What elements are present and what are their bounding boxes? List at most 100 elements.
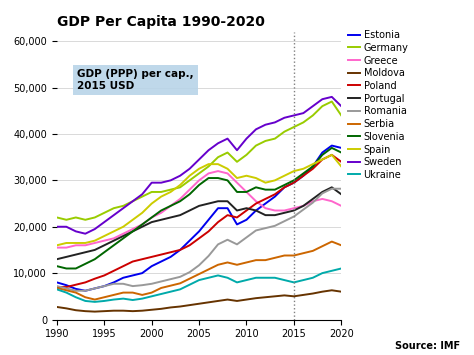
Ukraine bbox=[73, 295, 79, 299]
Poland bbox=[319, 157, 325, 162]
Spain bbox=[111, 229, 117, 234]
Romania bbox=[149, 282, 155, 286]
Sweden bbox=[319, 97, 325, 101]
Romania bbox=[73, 289, 79, 293]
Portugal bbox=[92, 248, 98, 252]
Poland bbox=[291, 181, 297, 185]
Slovenia bbox=[301, 171, 306, 175]
Moldova bbox=[338, 290, 344, 294]
Greece bbox=[101, 239, 107, 243]
Spain bbox=[253, 176, 259, 180]
Poland bbox=[54, 285, 60, 289]
Greece bbox=[168, 204, 173, 208]
Sweden bbox=[120, 206, 126, 210]
Sweden bbox=[177, 174, 183, 178]
Sweden bbox=[253, 127, 259, 131]
Estonia bbox=[215, 206, 221, 210]
Portugal bbox=[319, 190, 325, 194]
Spain bbox=[149, 201, 155, 206]
Poland bbox=[101, 273, 107, 278]
Romania bbox=[272, 224, 278, 228]
Moldova bbox=[215, 299, 221, 303]
Greece bbox=[92, 241, 98, 245]
Moldova bbox=[319, 290, 325, 294]
Greece bbox=[301, 204, 306, 208]
Germany bbox=[291, 125, 297, 129]
Poland bbox=[272, 192, 278, 196]
Greece bbox=[187, 187, 192, 192]
Sweden bbox=[263, 122, 268, 127]
Sweden bbox=[282, 116, 287, 120]
Serbia bbox=[196, 272, 202, 276]
Slovenia bbox=[196, 183, 202, 187]
Greece bbox=[196, 178, 202, 182]
Ukraine bbox=[101, 299, 107, 303]
Poland bbox=[196, 236, 202, 240]
Spain bbox=[130, 218, 136, 222]
Serbia bbox=[82, 295, 88, 299]
Sweden bbox=[92, 227, 98, 231]
Ukraine bbox=[196, 278, 202, 282]
Romania bbox=[130, 284, 136, 288]
Ukraine bbox=[168, 290, 173, 294]
Sweden bbox=[301, 111, 306, 115]
Romania bbox=[139, 283, 145, 287]
Spain bbox=[64, 241, 69, 245]
Portugal bbox=[253, 208, 259, 213]
Romania bbox=[177, 275, 183, 279]
Serbia bbox=[310, 249, 316, 253]
Ukraine bbox=[139, 296, 145, 301]
Line: Poland: Poland bbox=[57, 155, 341, 287]
Line: Greece: Greece bbox=[57, 171, 341, 248]
Serbia bbox=[54, 286, 60, 290]
Spain bbox=[73, 241, 79, 245]
Romania bbox=[282, 219, 287, 223]
Moldova bbox=[73, 308, 79, 312]
Portugal bbox=[206, 201, 211, 206]
Romania bbox=[234, 242, 240, 246]
Estonia bbox=[338, 146, 344, 150]
Poland bbox=[73, 283, 79, 287]
Serbia bbox=[234, 263, 240, 267]
Sweden bbox=[215, 141, 221, 146]
Serbia bbox=[130, 290, 136, 295]
Portugal bbox=[338, 192, 344, 196]
Spain bbox=[187, 174, 192, 178]
Romania bbox=[301, 207, 306, 212]
Ukraine bbox=[244, 278, 249, 282]
Slovenia bbox=[82, 262, 88, 266]
Moldova bbox=[291, 294, 297, 299]
Greece bbox=[206, 171, 211, 175]
Romania bbox=[319, 191, 325, 196]
Germany bbox=[73, 215, 79, 220]
Poland bbox=[215, 220, 221, 224]
Greece bbox=[130, 227, 136, 231]
Sweden bbox=[82, 231, 88, 236]
Greece bbox=[120, 231, 126, 236]
Poland bbox=[263, 197, 268, 201]
Slovenia bbox=[158, 208, 164, 213]
Portugal bbox=[215, 199, 221, 203]
Portugal bbox=[73, 252, 79, 257]
Greece bbox=[338, 204, 344, 208]
Moldova bbox=[272, 294, 278, 299]
Moldova bbox=[54, 305, 60, 309]
Greece bbox=[158, 211, 164, 215]
Moldova bbox=[101, 309, 107, 313]
Poland bbox=[177, 248, 183, 252]
Slovenia bbox=[206, 176, 211, 180]
Line: Estonia: Estonia bbox=[57, 146, 341, 291]
Slovenia bbox=[291, 178, 297, 182]
Ukraine bbox=[282, 278, 287, 282]
Ukraine bbox=[319, 271, 325, 275]
Greece bbox=[73, 243, 79, 247]
Portugal bbox=[225, 199, 230, 203]
Poland bbox=[92, 277, 98, 281]
Sweden bbox=[225, 136, 230, 141]
Estonia bbox=[158, 260, 164, 264]
Line: Romania: Romania bbox=[57, 189, 341, 291]
Poland bbox=[64, 285, 69, 289]
Slovenia bbox=[177, 199, 183, 203]
Greece bbox=[244, 190, 249, 194]
Germany bbox=[310, 113, 316, 118]
